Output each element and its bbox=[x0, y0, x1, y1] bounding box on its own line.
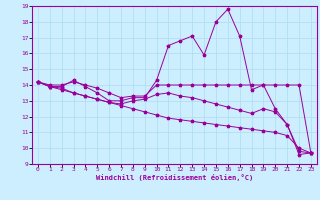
X-axis label: Windchill (Refroidissement éolien,°C): Windchill (Refroidissement éolien,°C) bbox=[96, 174, 253, 181]
